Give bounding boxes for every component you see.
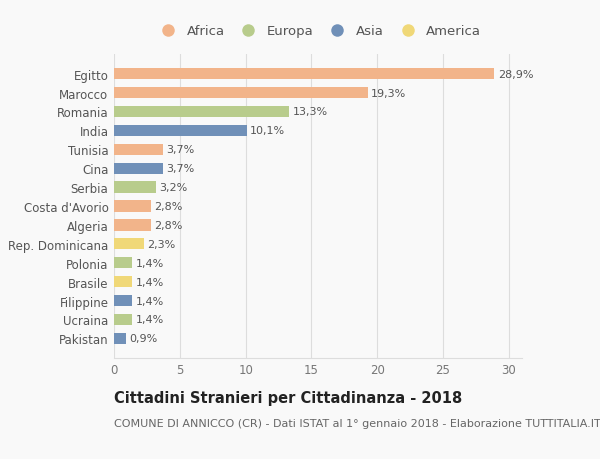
Bar xyxy=(114,201,151,212)
Text: 19,3%: 19,3% xyxy=(371,89,407,98)
Text: 13,3%: 13,3% xyxy=(292,107,328,117)
Bar xyxy=(114,220,151,231)
Bar xyxy=(114,144,163,156)
Text: 28,9%: 28,9% xyxy=(497,69,533,79)
Text: 3,7%: 3,7% xyxy=(166,145,194,155)
Bar xyxy=(114,239,144,250)
Text: 2,3%: 2,3% xyxy=(148,239,176,249)
Text: 3,7%: 3,7% xyxy=(166,164,194,174)
Text: COMUNE DI ANNICCO (CR) - Dati ISTAT al 1° gennaio 2018 - Elaborazione TUTTITALIA: COMUNE DI ANNICCO (CR) - Dati ISTAT al 1… xyxy=(114,418,600,428)
Text: 1,4%: 1,4% xyxy=(136,258,164,268)
Text: 3,2%: 3,2% xyxy=(160,183,188,193)
Bar xyxy=(114,257,133,269)
Bar xyxy=(114,69,494,80)
Legend: Africa, Europa, Asia, America: Africa, Europa, Asia, America xyxy=(155,25,481,38)
Text: 1,4%: 1,4% xyxy=(136,277,164,287)
Bar xyxy=(114,276,133,288)
Text: 2,8%: 2,8% xyxy=(154,220,182,230)
Bar xyxy=(114,182,156,193)
Bar xyxy=(114,295,133,307)
Bar xyxy=(114,125,247,137)
Text: 1,4%: 1,4% xyxy=(136,315,164,325)
Text: Cittadini Stranieri per Cittadinanza - 2018: Cittadini Stranieri per Cittadinanza - 2… xyxy=(114,390,462,405)
Bar xyxy=(114,163,163,174)
Text: 2,8%: 2,8% xyxy=(154,202,182,212)
Bar xyxy=(114,106,289,118)
Text: 0,9%: 0,9% xyxy=(129,334,157,344)
Text: 10,1%: 10,1% xyxy=(250,126,286,136)
Bar xyxy=(114,88,368,99)
Text: 1,4%: 1,4% xyxy=(136,296,164,306)
Bar xyxy=(114,314,133,325)
Bar xyxy=(114,333,126,344)
